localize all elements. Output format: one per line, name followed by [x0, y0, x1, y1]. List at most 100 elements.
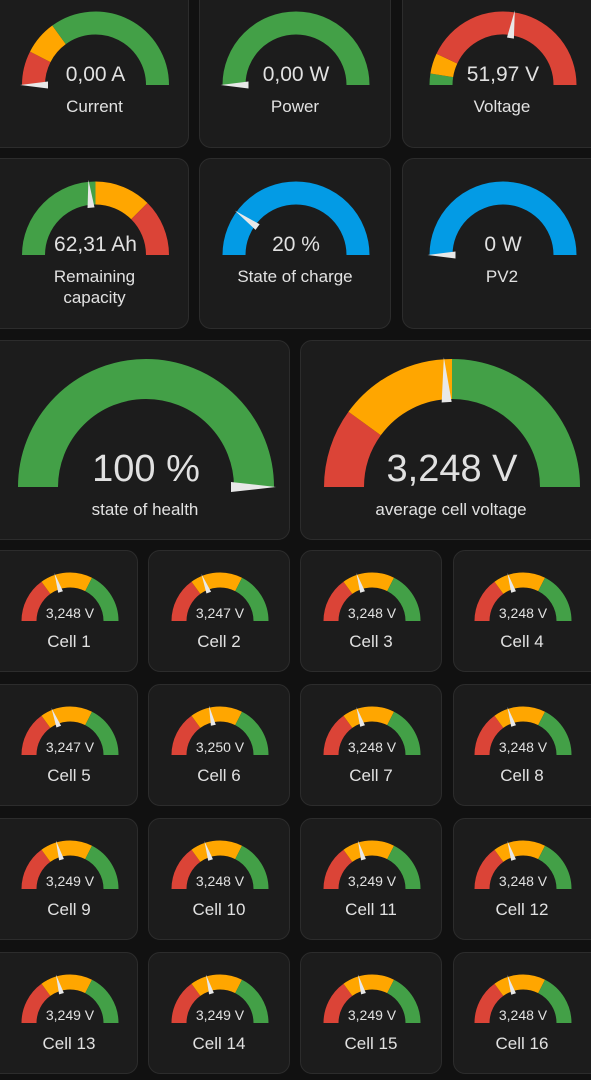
- cell-10-arc-red: [171, 849, 201, 890]
- cell-9-arc-yellow: [41, 840, 93, 863]
- remaining-capacity-label: Remaining capacity: [53, 267, 136, 308]
- state-of-charge-arc-blue: [222, 181, 370, 256]
- voltage-gauge: 51,97 V: [429, 10, 577, 86]
- state-of-charge-value: 20 %: [272, 233, 320, 256]
- average-cell-voltage-gauge: 3,248 V: [324, 357, 580, 490]
- voltage-arc-red: [436, 11, 577, 86]
- cell-11-card[interactable]: 3,249 V Cell 11: [300, 818, 442, 940]
- power-label: Power: [270, 97, 320, 116]
- cell-2-label: Cell 2: [197, 632, 241, 651]
- cell-5-arc-red: [21, 715, 51, 756]
- cell-7-label: Cell 7: [349, 766, 393, 785]
- cell-4-arc-yellow: [494, 572, 546, 595]
- cell-15-needle: [357, 974, 366, 995]
- cell-13-value: 3,249 V: [46, 1007, 95, 1023]
- cell-9-label: Cell 9: [47, 900, 91, 919]
- cell-14-arc-yellow: [191, 974, 243, 997]
- average-cell-voltage-arc-yellow: [348, 359, 453, 436]
- average-cell-voltage-arc-red: [324, 411, 382, 488]
- cell-12-card[interactable]: 3,248 V Cell 12: [453, 818, 591, 940]
- current-arc-green: [52, 11, 169, 86]
- cell-3-arc-yellow: [343, 572, 395, 595]
- cell-10-needle: [204, 840, 213, 861]
- cell-16-arc-yellow: [494, 974, 546, 997]
- cell-7-needle: [356, 706, 365, 727]
- state-of-health-label: state of health: [91, 500, 199, 519]
- voltage-card[interactable]: 51,97 V Voltage: [402, 0, 591, 148]
- cell-16-card[interactable]: 3,248 V Cell 16: [453, 952, 591, 1074]
- power-card[interactable]: 0,00 W Power: [199, 0, 391, 148]
- cell-3-card[interactable]: 3,248 V Cell 3: [300, 550, 442, 672]
- cell-15-value: 3,249 V: [348, 1007, 397, 1023]
- cell-1-gauge: 3,248 V: [21, 572, 119, 622]
- cell-1-card[interactable]: 3,248 V Cell 1: [0, 550, 138, 672]
- cell-8-arc-red: [474, 715, 504, 756]
- cell-15-gauge: 3,249 V: [323, 974, 421, 1024]
- cell-6-arc-green: [234, 711, 269, 756]
- average-cell-voltage-arc-green: [451, 359, 580, 488]
- cell-8-card[interactable]: 3,248 V Cell 8: [453, 684, 591, 806]
- state-of-charge-card[interactable]: 20 % State of charge: [199, 158, 391, 329]
- cell-5-card[interactable]: 3,247 V Cell 5: [0, 684, 138, 806]
- cell-2-arc-red: [171, 581, 201, 622]
- cell-5-gauge: 3,247 V: [21, 706, 119, 756]
- cell-3-needle: [356, 572, 365, 593]
- cell-5-arc-yellow: [41, 706, 93, 729]
- cell-8-needle: [507, 706, 516, 727]
- cell-2-arc-green: [234, 577, 269, 622]
- cell-6-label: Cell 6: [197, 766, 241, 785]
- cell-10-card[interactable]: 3,248 V Cell 10: [148, 818, 290, 940]
- cell-12-needle: [507, 840, 516, 861]
- state-of-health-arc-green: [18, 359, 274, 488]
- remaining-capacity-card[interactable]: 62,31 Ah Remaining capacity: [0, 158, 189, 329]
- cell-13-arc-green: [84, 979, 119, 1024]
- current-label: Current: [66, 97, 123, 116]
- current-value: 0,00 A: [66, 63, 126, 86]
- state-of-health-card[interactable]: 100 % state of health: [0, 340, 290, 540]
- cell-14-label: Cell 14: [192, 1034, 246, 1053]
- cell-7-gauge: 3,248 V: [323, 706, 421, 756]
- cell-14-card[interactable]: 3,249 V Cell 14: [148, 952, 290, 1074]
- cell-2-arc-yellow: [191, 572, 243, 595]
- cell-15-card[interactable]: 3,249 V Cell 15: [300, 952, 442, 1074]
- cell-9-gauge: 3,249 V: [21, 840, 119, 890]
- state-of-health-value: 100 %: [92, 448, 200, 490]
- cell-13-needle: [55, 974, 64, 995]
- cell-2-card[interactable]: 3,247 V Cell 2: [148, 550, 290, 672]
- remaining-capacity-arc-yellow: [94, 181, 148, 220]
- voltage-arc-green: [429, 73, 454, 86]
- pv2-card[interactable]: 0 W PV2: [402, 158, 591, 329]
- cell-16-arc-green: [537, 979, 572, 1024]
- cell-11-arc-yellow: [343, 840, 395, 863]
- cell-9-card[interactable]: 3,249 V Cell 9: [0, 818, 138, 940]
- cell-6-gauge: 3,250 V: [171, 705, 269, 756]
- cell-7-value: 3,248 V: [348, 739, 397, 755]
- cell-15-arc-red: [323, 983, 353, 1024]
- state-of-charge-label: State of charge: [237, 267, 353, 286]
- cell-16-gauge: 3,248 V: [474, 974, 572, 1024]
- cell-2-needle: [201, 574, 212, 594]
- cell-3-label: Cell 3: [349, 632, 393, 651]
- cell-14-needle: [205, 974, 214, 995]
- remaining-capacity-needle: [87, 179, 95, 209]
- cell-4-card[interactable]: 3,248 V Cell 4: [453, 550, 591, 672]
- cell-5-label: Cell 5: [47, 766, 91, 785]
- cell-12-gauge: 3,248 V: [474, 840, 572, 890]
- cell-16-needle: [507, 974, 516, 995]
- pv2-value: 0 W: [484, 233, 522, 256]
- cell-9-value: 3,249 V: [46, 873, 95, 889]
- cell-7-arc-red: [323, 715, 353, 756]
- cell-4-gauge: 3,248 V: [474, 572, 572, 622]
- cell-1-needle: [54, 572, 63, 593]
- cell-13-card[interactable]: 3,249 V Cell 13: [0, 952, 138, 1074]
- cell-3-value: 3,248 V: [348, 605, 397, 621]
- cell-7-card[interactable]: 3,248 V Cell 7: [300, 684, 442, 806]
- current-card[interactable]: 0,00 A Current: [0, 0, 189, 148]
- cell-14-value: 3,249 V: [196, 1007, 245, 1023]
- cell-10-arc-yellow: [191, 840, 243, 863]
- average-cell-voltage-value: 3,248 V: [387, 448, 519, 490]
- cell-6-card[interactable]: 3,250 V Cell 6: [148, 684, 290, 806]
- cell-15-arc-green: [386, 979, 421, 1024]
- cell-12-arc-green: [537, 845, 572, 890]
- average-cell-voltage-card[interactable]: 3,248 V average cell voltage: [300, 340, 591, 540]
